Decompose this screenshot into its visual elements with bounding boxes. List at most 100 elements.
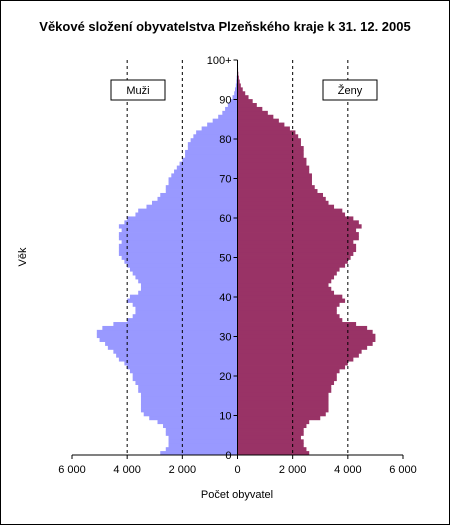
bar-female [237,415,321,421]
bar-male [129,368,238,374]
bar-male [96,333,238,339]
bar-male [165,189,238,194]
bar-male [234,91,238,96]
bar-male [118,251,238,256]
bar-female [237,228,357,233]
bar-female [237,189,318,194]
bar-female [237,220,359,225]
legend-male-label: Muži [126,85,149,97]
bar-male [140,392,238,397]
y-tick-label: 80 [219,134,231,146]
bar-female [237,302,340,307]
bar-male [168,177,238,182]
bar-female [237,411,326,417]
bar-male [185,149,238,155]
bar-male [138,388,238,393]
bar-female [237,161,307,166]
bar-female [237,153,304,159]
bar-female [237,122,285,127]
legend-male: Muži [110,79,166,101]
bar-male [182,157,238,163]
y-tick-label: 0 [225,450,231,462]
bar-male [160,451,238,456]
bar-female [237,325,368,331]
x-tick-label: 4 000 [113,464,141,476]
bar-female [237,329,373,335]
bar-female [237,400,329,405]
bar-male [132,271,238,276]
bar-male [121,228,238,233]
bar-male [225,106,238,112]
bar-female [237,271,337,276]
bar-female [237,337,376,342]
bar-female [237,447,307,452]
bar-female [237,165,310,170]
bar-female [237,306,337,311]
bar-female [237,192,324,198]
bar-female [237,365,346,370]
bar-female [237,118,279,123]
bar-female [237,79,240,84]
bar-female [237,318,343,323]
bar-male [138,290,238,296]
legend-female: Ženy [322,79,378,101]
bar-male [140,286,238,292]
bar-male [176,165,238,170]
bar-female [237,396,329,401]
bar-male [138,384,238,389]
series-female-bars [237,60,376,456]
bar-female [237,177,312,182]
bar-female [237,314,340,319]
bar-male [235,83,238,88]
bar-female [237,204,335,210]
bar-male [121,239,238,245]
y-tick-label: 20 [219,371,231,383]
bar-male [135,212,238,217]
bar-male [135,275,238,280]
x-tick-label: 4 000 [334,464,362,476]
bar-male [207,122,238,127]
bar-female [237,279,332,284]
bar-male [140,404,238,409]
bar-female [237,384,332,389]
bar-female [237,87,243,92]
bar-male [165,185,238,190]
bar-female [237,419,310,425]
bar-female [237,345,368,350]
bar-male [168,443,238,448]
bar-female [237,392,329,397]
bar-female [237,255,351,260]
bar-female [237,353,359,358]
bar-male [193,134,238,139]
bar-female [237,173,312,178]
bar-female [237,83,241,88]
bar-female [237,333,376,339]
bar-male [160,192,238,198]
bar-male [118,235,238,241]
bar-female [237,372,337,378]
bar-female [237,423,307,429]
bar-female [237,239,354,245]
y-tick-label: 60 [219,213,231,225]
bar-male [235,87,238,92]
bar-male [118,232,238,237]
bar-female [237,235,359,241]
bar-female [237,427,304,432]
bar-male [174,169,238,174]
bar-male [138,208,238,213]
bar-male [185,153,238,159]
bar-male [132,376,238,382]
bar-female [237,349,362,354]
y-tick-label: 90 [219,95,231,107]
bar-male [157,419,238,425]
bar-male [165,427,238,432]
bar-female [237,142,301,147]
bar-female [237,282,329,288]
bar-male [124,220,238,225]
legend-male-box [110,79,166,101]
bar-female [237,138,301,143]
bar-male [179,161,238,166]
bar-female [237,259,348,264]
bar-female [237,380,335,386]
